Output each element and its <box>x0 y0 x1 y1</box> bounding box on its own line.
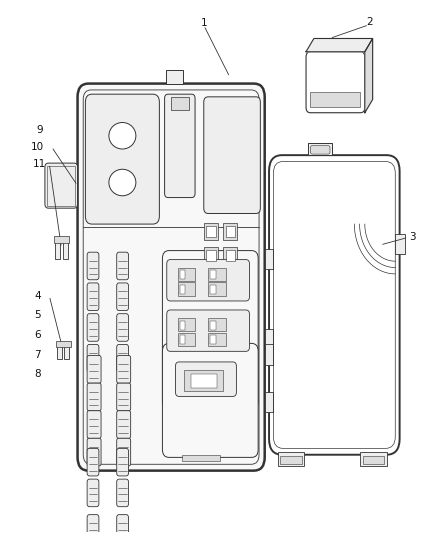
Bar <box>55 238 60 259</box>
FancyBboxPatch shape <box>117 479 128 507</box>
Bar <box>226 225 235 237</box>
Bar <box>191 374 217 389</box>
Bar <box>265 392 272 413</box>
Bar <box>180 285 185 294</box>
FancyBboxPatch shape <box>87 438 101 466</box>
FancyBboxPatch shape <box>117 411 131 438</box>
Text: 7: 7 <box>34 350 41 360</box>
FancyBboxPatch shape <box>162 343 258 457</box>
FancyBboxPatch shape <box>117 314 128 341</box>
Bar <box>166 70 183 84</box>
Text: 1: 1 <box>201 18 207 28</box>
Bar <box>180 320 185 329</box>
Bar <box>47 166 75 206</box>
FancyBboxPatch shape <box>87 283 99 311</box>
FancyBboxPatch shape <box>87 479 99 507</box>
Bar <box>308 143 332 155</box>
Text: 3: 3 <box>410 232 416 243</box>
Bar <box>210 285 215 294</box>
Text: 9: 9 <box>36 125 42 135</box>
Bar <box>265 249 272 269</box>
FancyBboxPatch shape <box>87 515 99 533</box>
Bar <box>206 249 215 261</box>
Polygon shape <box>365 38 373 113</box>
Text: 4: 4 <box>34 290 41 301</box>
Bar <box>63 238 68 259</box>
FancyBboxPatch shape <box>87 252 99 280</box>
FancyBboxPatch shape <box>311 146 330 154</box>
Text: 10: 10 <box>31 142 44 152</box>
Bar <box>204 223 218 240</box>
Bar <box>57 342 62 359</box>
FancyBboxPatch shape <box>85 94 159 224</box>
Bar <box>265 328 272 349</box>
Bar <box>178 268 195 281</box>
Bar <box>206 225 215 237</box>
FancyBboxPatch shape <box>87 448 99 476</box>
Bar <box>210 270 215 279</box>
Bar <box>278 451 304 466</box>
Bar <box>208 282 226 296</box>
FancyBboxPatch shape <box>165 94 195 198</box>
FancyBboxPatch shape <box>117 344 128 372</box>
Bar <box>56 341 71 346</box>
FancyBboxPatch shape <box>117 356 131 383</box>
Bar <box>184 370 223 391</box>
FancyBboxPatch shape <box>117 438 131 466</box>
Bar <box>171 97 188 110</box>
FancyBboxPatch shape <box>87 383 101 411</box>
Bar <box>395 234 405 254</box>
Bar <box>360 451 387 466</box>
FancyBboxPatch shape <box>87 356 101 383</box>
FancyBboxPatch shape <box>87 344 99 372</box>
Bar <box>180 335 185 344</box>
FancyBboxPatch shape <box>117 448 128 476</box>
Bar <box>226 249 235 261</box>
FancyBboxPatch shape <box>162 251 258 410</box>
Bar <box>223 223 237 240</box>
Ellipse shape <box>109 123 136 149</box>
FancyBboxPatch shape <box>117 283 128 311</box>
FancyBboxPatch shape <box>117 252 128 280</box>
Bar <box>178 333 195 346</box>
Text: 6: 6 <box>34 330 41 340</box>
Bar <box>64 342 69 359</box>
FancyBboxPatch shape <box>204 97 260 214</box>
Bar <box>223 247 237 264</box>
FancyBboxPatch shape <box>269 155 399 455</box>
Bar <box>265 344 272 365</box>
Bar <box>363 456 385 464</box>
Bar <box>208 333 226 346</box>
FancyBboxPatch shape <box>45 163 78 208</box>
Bar <box>204 247 218 264</box>
FancyBboxPatch shape <box>87 411 101 438</box>
FancyBboxPatch shape <box>306 52 365 113</box>
Text: 5: 5 <box>34 310 41 320</box>
Bar <box>210 335 215 344</box>
Bar <box>280 456 302 464</box>
FancyBboxPatch shape <box>176 362 237 397</box>
Polygon shape <box>306 38 373 52</box>
FancyBboxPatch shape <box>87 314 99 341</box>
Bar <box>210 320 215 329</box>
Bar <box>180 270 185 279</box>
Bar <box>54 236 69 243</box>
Bar <box>178 282 195 296</box>
FancyBboxPatch shape <box>117 383 131 411</box>
Ellipse shape <box>109 169 136 196</box>
Bar <box>178 318 195 331</box>
Text: 8: 8 <box>34 369 41 379</box>
FancyBboxPatch shape <box>117 515 128 533</box>
Bar <box>208 318 226 331</box>
Text: 2: 2 <box>366 17 372 27</box>
FancyBboxPatch shape <box>167 260 250 301</box>
Bar <box>311 92 360 108</box>
FancyBboxPatch shape <box>78 84 265 471</box>
Bar <box>182 455 220 461</box>
Text: 11: 11 <box>32 159 46 168</box>
Bar <box>208 268 226 281</box>
FancyBboxPatch shape <box>167 310 250 351</box>
